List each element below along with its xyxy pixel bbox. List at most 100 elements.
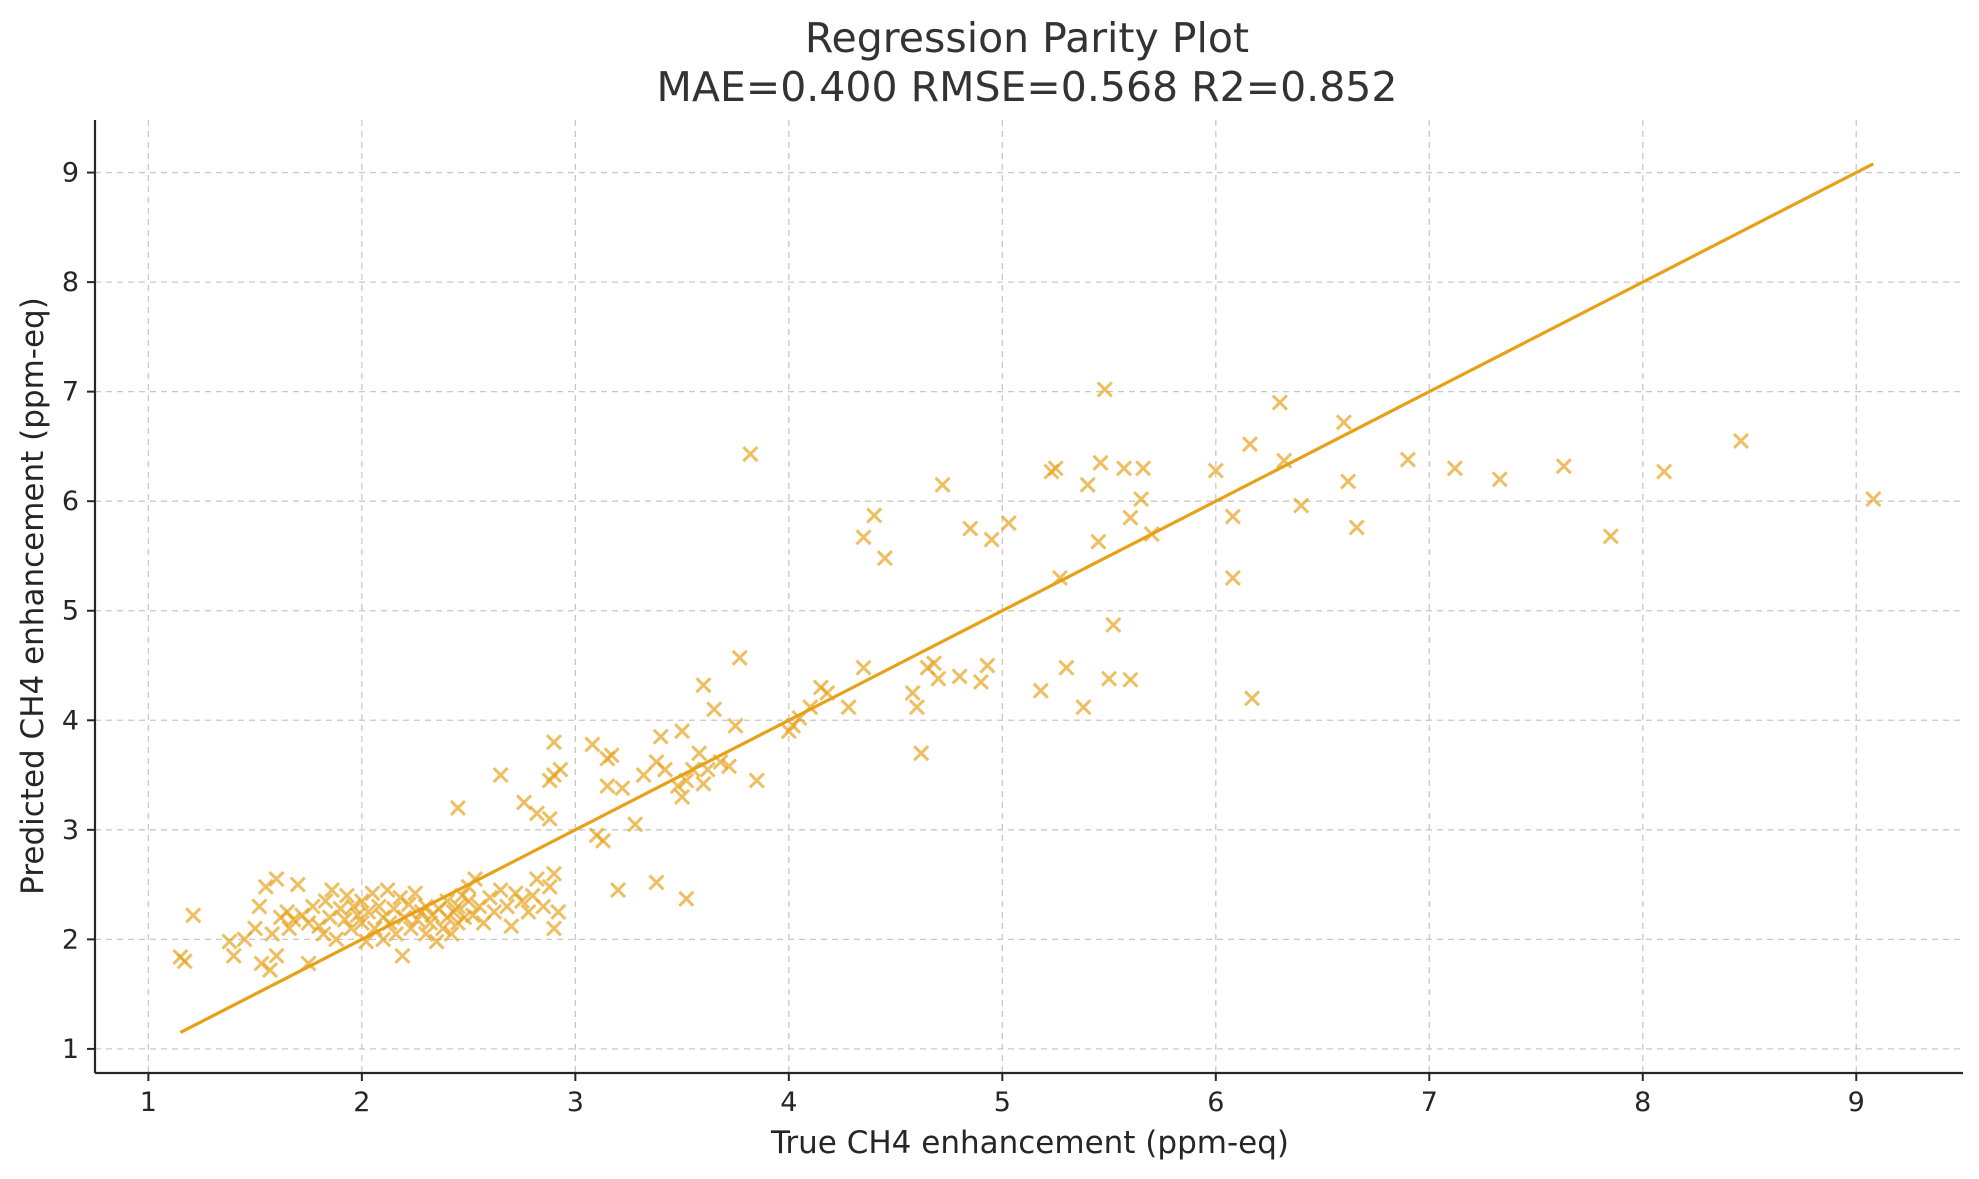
data-point: [336, 911, 353, 928]
data-point: [627, 816, 644, 833]
x-axis-label: True CH4 enhancement (ppm-eq): [770, 1125, 1289, 1161]
data-point: [1122, 671, 1139, 688]
data-point: [1446, 460, 1463, 477]
data-point: [1047, 460, 1064, 477]
data-point: [1115, 460, 1133, 477]
data-point: [1555, 458, 1572, 475]
data-point: [345, 898, 362, 915]
data-point: [934, 476, 951, 493]
data-point: [603, 747, 620, 764]
data-point: [304, 898, 321, 915]
axis-ticks: 1 2 3 4 5 6 7 8 9 1 2 3 4 5 6 7 8 9: [62, 158, 1865, 1118]
grid: [95, 120, 1963, 1073]
data-point: [951, 668, 968, 685]
x-tick-label: 3: [567, 1087, 584, 1118]
data-point: [1032, 682, 1049, 699]
data-point: [1207, 462, 1224, 479]
data-point: [1100, 670, 1118, 687]
data-point: [748, 772, 765, 789]
data-point: [520, 903, 537, 921]
data-point: [1096, 381, 1113, 398]
data-point: [1090, 533, 1107, 550]
data-point: [449, 799, 466, 816]
data-point: [1224, 508, 1241, 525]
data-point: [876, 550, 893, 567]
data-point: [285, 911, 302, 928]
y-tick-label: 4: [62, 705, 79, 736]
data-point: [460, 892, 477, 910]
parity-line-group: [179, 162, 1875, 1034]
x-tick-label: 8: [1634, 1087, 1651, 1118]
data-point: [1335, 414, 1352, 431]
data-point: [443, 925, 460, 942]
data-point: [332, 900, 349, 917]
data-point: [407, 885, 424, 902]
data-point: [541, 810, 558, 827]
data-point: [1241, 436, 1259, 453]
data-point: [674, 723, 691, 740]
data-point: [545, 920, 563, 937]
data-point: [221, 933, 238, 950]
data-point: [1133, 490, 1150, 508]
data-point: [449, 898, 466, 915]
data-point: [1244, 690, 1261, 707]
data-point: [648, 874, 665, 891]
data-point: [257, 878, 274, 895]
x-tick-label: 2: [353, 1087, 370, 1118]
data-point: [930, 670, 947, 687]
data-point: [727, 717, 744, 734]
data-point: [855, 659, 872, 676]
data-point: [251, 898, 268, 915]
data-point: [247, 920, 264, 937]
y-tick-label: 5: [62, 596, 79, 627]
x-tick-label: 4: [780, 1087, 797, 1118]
data-point: [353, 914, 370, 931]
data-point: [353, 892, 370, 910]
data-point: [379, 882, 396, 899]
data-point: [1000, 515, 1017, 532]
data-point: [925, 655, 943, 672]
data-point: [516, 794, 533, 811]
data-point: [678, 890, 695, 907]
data-point: [486, 903, 503, 921]
data-point: [264, 925, 281, 942]
data-point: [387, 925, 405, 942]
data-point: [1399, 451, 1417, 468]
y-tick-label: 9: [62, 158, 79, 189]
data-point: [545, 865, 563, 882]
y-tick-label: 8: [62, 267, 79, 298]
data-point: [323, 882, 341, 899]
data-point: [1105, 616, 1122, 634]
data-point: [464, 907, 481, 924]
data-point: [913, 745, 930, 762]
y-tick-label: 1: [62, 1034, 79, 1065]
data-point: [1348, 519, 1365, 536]
data-point: [513, 892, 531, 910]
data-point: [535, 898, 552, 915]
data-point: [1865, 490, 1882, 508]
data-point: [366, 920, 383, 937]
data-point: [225, 947, 242, 964]
data-point: [1340, 473, 1357, 490]
x-tick-label: 9: [1848, 1087, 1865, 1118]
data-point: [695, 677, 712, 694]
data-point: [866, 507, 883, 524]
data-point: [541, 878, 558, 895]
data-point: [552, 761, 569, 778]
data-point: [731, 649, 748, 666]
data-point: [315, 925, 332, 942]
data-point: [281, 920, 298, 937]
y-tick-label: 2: [62, 924, 79, 955]
data-point: [402, 920, 420, 937]
data-point: [635, 766, 652, 784]
data-point: [584, 736, 601, 753]
chart-subtitle: MAE=0.400 RMSE=0.568 R2=0.852: [657, 63, 1398, 111]
data-point: [979, 657, 996, 674]
data-point: [434, 920, 452, 937]
data-point: [528, 805, 545, 822]
data-point: [300, 914, 317, 931]
y-tick-label: 6: [62, 486, 79, 517]
data-point: [428, 933, 445, 950]
data-point: [908, 699, 925, 716]
data-point: [268, 947, 285, 964]
